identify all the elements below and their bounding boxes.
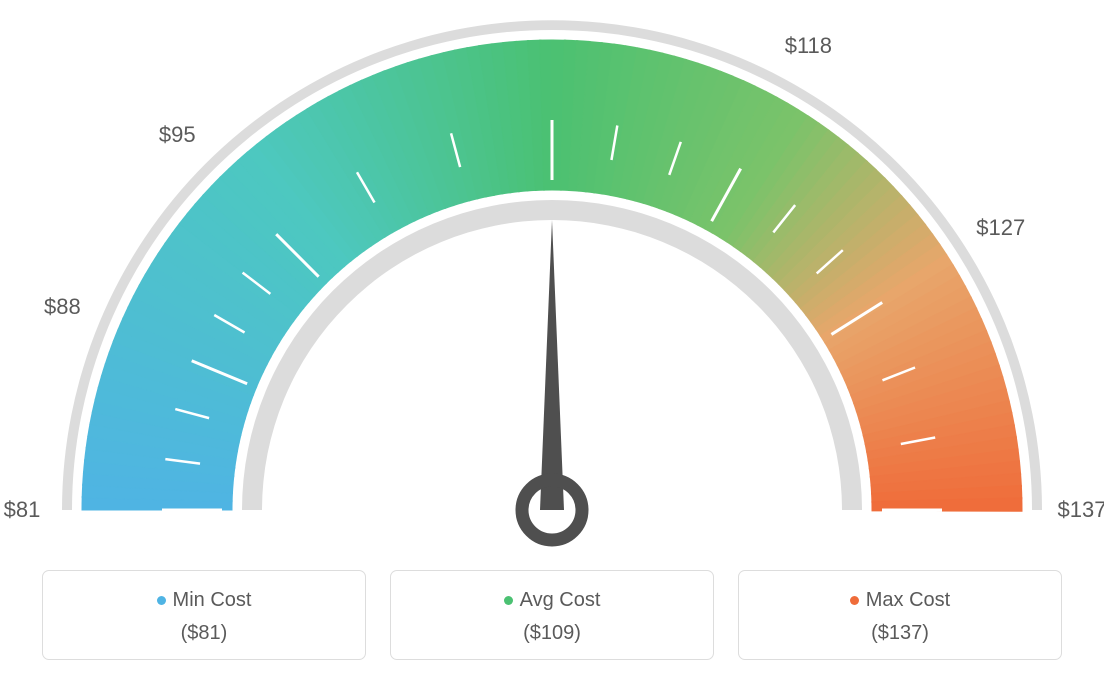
- svg-text:$81: $81: [4, 497, 41, 522]
- svg-text:$137: $137: [1058, 497, 1104, 522]
- legend-max-value: ($137): [749, 622, 1051, 645]
- legend-box-avg: Avg Cost ($109): [390, 570, 714, 660]
- legend-min-title: Min Cost: [53, 589, 355, 612]
- gauge-svg: $81$88$95$109$118$127$137: [0, 0, 1104, 570]
- svg-text:$88: $88: [44, 294, 81, 319]
- legend-row: Min Cost ($81) Avg Cost ($109) Max Cost …: [0, 570, 1104, 660]
- legend-max-dot: [850, 596, 859, 605]
- svg-text:$118: $118: [785, 33, 832, 58]
- legend-avg-title: Avg Cost: [401, 589, 703, 612]
- legend-min-value: ($81): [53, 622, 355, 645]
- svg-text:$127: $127: [976, 215, 1025, 240]
- legend-avg-value: ($109): [401, 622, 703, 645]
- legend-min-title-text: Min Cost: [173, 589, 252, 611]
- legend-avg-dot: [504, 596, 513, 605]
- gauge-chart: $81$88$95$109$118$127$137: [0, 0, 1104, 570]
- legend-box-min: Min Cost ($81): [42, 570, 366, 660]
- legend-avg-title-text: Avg Cost: [520, 589, 601, 611]
- legend-max-title: Max Cost: [749, 589, 1051, 612]
- legend-min-dot: [157, 596, 166, 605]
- svg-text:$95: $95: [159, 122, 196, 147]
- legend-box-max: Max Cost ($137): [738, 570, 1062, 660]
- legend-max-title-text: Max Cost: [866, 589, 950, 611]
